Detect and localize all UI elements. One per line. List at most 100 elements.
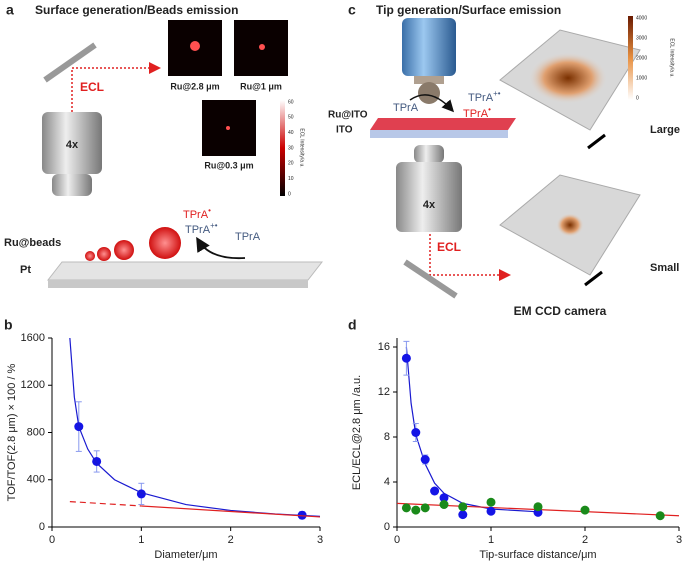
bead [114,240,134,260]
x-tick-label: 0 [394,534,400,546]
magnification: 4x [66,139,79,151]
colorbar-tick: 3000 [636,35,647,41]
x-tick-label: 1 [488,534,494,546]
point [533,502,543,512]
point [401,353,411,363]
y-tick-label: 1600 [21,332,45,344]
y-tick-label: 0 [39,521,45,533]
substrate-label: ITO [336,125,353,136]
species: TPrA+• [185,221,218,236]
y-tick-label: 4 [384,476,390,488]
colorbar-tick: 2000 [636,55,647,61]
scale-bar [584,270,603,287]
image-label: Ru@1 μm [240,81,282,91]
fit-line [405,346,539,513]
objective [42,112,102,174]
colorbar-label: ECL Intensity/a.u. [669,38,675,77]
colorbar-label: ECL Intensity/a.u. [299,128,305,167]
mirror [43,42,97,83]
colorbar-tick: 0 [288,191,291,197]
ecl-label: ECL [437,240,461,254]
colorbar-tick: 50 [288,115,294,121]
bead [149,227,181,259]
substrate-label: Pt [20,264,31,276]
panel-a: a Surface generation/Beads emission ECL … [4,2,324,288]
point [458,502,468,512]
panel-title: Surface generation/Beads emission [35,3,238,17]
colorbar-ticks: 4000 3000 2000 1000 0 [636,15,647,101]
electrode [370,118,516,130]
colorbar-ticks: 60 50 40 30 20 10 0 [288,99,294,197]
x-tick-label: 2 [228,534,234,546]
y-tick-label: 1200 [21,379,45,391]
species: TPrA [393,102,419,114]
image-label: Ru@2.8 μm [170,81,219,91]
point [420,503,430,513]
x-tick-label: 0 [49,534,55,546]
y-axis-label: ECL/ECL@2.8 μm /a.u. [351,375,363,490]
tip-ball [418,82,440,104]
spot [226,126,230,130]
camera-label: EM CCD camera [514,304,607,318]
panel-title: Tip generation/Surface emission [376,3,561,17]
spot [190,41,200,51]
panel-label: b [4,317,13,333]
objective [396,162,462,232]
ecl-arrow [429,234,511,281]
panel-label: c [348,2,356,18]
reaction-arrow [409,94,455,113]
objective-nose [414,145,444,163]
point [411,428,421,437]
colorbar-tick: 60 [288,99,294,105]
bead [85,251,95,261]
x-tick-label: 1 [138,534,144,546]
x-tick-label: 3 [676,534,682,546]
point [430,486,440,496]
x-tick-label: 2 [582,534,588,546]
panel-label: a [6,2,14,18]
ecl-label: ECL [80,80,104,94]
objective-nose [52,174,92,196]
x-tick-label: 3 [317,534,323,546]
bead [97,247,111,261]
y-tick-label: 16 [378,341,390,353]
point [439,500,449,509]
point [458,510,468,520]
substrate [46,261,324,281]
y-tick-label: 800 [27,426,45,438]
y-tick-label: 12 [378,386,390,398]
beads-label: Ru@beads [4,237,61,249]
species: TPrA [235,231,261,243]
substrate-side [48,280,308,288]
image-label: Ru@0.3 μm [204,160,253,170]
species: TPrA• [463,105,491,120]
x-axis-label: Tip-surface distance/μm [479,549,596,561]
point [486,506,496,516]
point [420,455,430,464]
reaction-arrow [196,236,246,260]
fit-line [69,337,321,517]
x-axis-label: Diameter/μm [154,549,217,561]
y-tick-label: 8 [384,431,390,443]
size-label: Large [650,124,680,136]
point [655,511,665,521]
point [580,505,590,515]
colorbar-tick: 4000 [636,15,647,21]
tip-holder [414,76,444,84]
colorbar-tick: 30 [288,145,294,151]
colorbar [628,16,633,100]
emission-spot [556,213,584,237]
fit-line [69,501,142,507]
panel-label: d [348,317,357,333]
y-axis-label: TOF/TOF(2.8 μm) × 100 / % [6,363,18,501]
spot [259,44,265,50]
electrode-label: Ru@ITO [328,110,368,121]
size-label: Small [650,262,679,274]
magnification: 4x [423,199,436,211]
colorbar-tick: 0 [636,95,639,101]
y-tick-label: 0 [384,521,390,533]
colorbar-tick: 20 [288,161,294,167]
